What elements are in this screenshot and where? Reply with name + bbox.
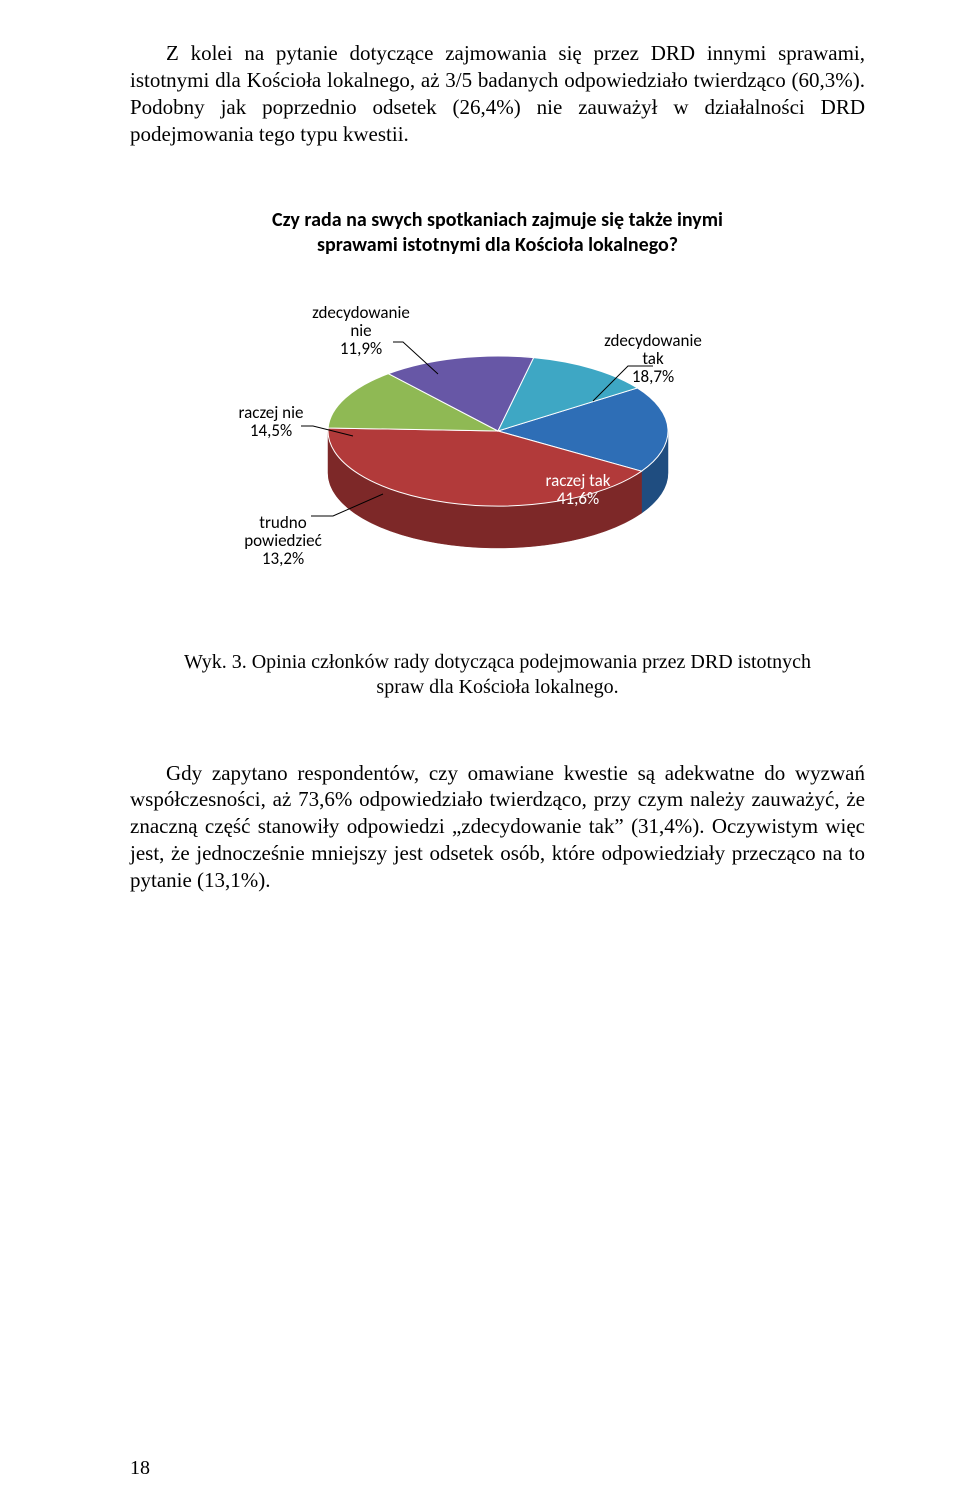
label-zdecydowanie_nie: zdecydowanienie11,9% — [312, 302, 410, 359]
page-number: 18 — [130, 1457, 150, 1480]
paragraph-1: Z kolei na pytanie dotyczące zajmowania … — [130, 40, 865, 148]
paragraph-1-text: Z kolei na pytanie dotyczące zajmowania … — [130, 41, 865, 146]
paragraph-2: Gdy zapytano respondentów, czy omawiane … — [130, 760, 865, 894]
pie-tops — [328, 356, 668, 506]
chart-title-line1: Czy rada na swych spotkaniach zajmuje si… — [272, 208, 723, 232]
chart-title: Czy rada na swych spotkaniach zajmuje si… — [193, 208, 803, 258]
figure-caption: Wyk. 3. Opinia członków rady dotycząca p… — [178, 650, 818, 700]
document-page: Z kolei na pytanie dotyczące zajmowania … — [0, 0, 960, 1506]
pie-chart-svg: zdecydowanietak18,7%raczej tak41,6%trudn… — [193, 266, 803, 606]
chart-title-line2: sprawami istotnymi dla Kościoła lokalneg… — [317, 233, 678, 257]
pie-chart-figure: Czy rada na swych spotkaniach zajmuje si… — [193, 208, 803, 606]
label-trudno_powiedziec: trudnopowiedzieć13,2% — [244, 512, 322, 569]
label-raczej_nie: raczej nie14,5% — [238, 402, 303, 441]
chart-svg-container: zdecydowanietak18,7%raczej tak41,6%trudn… — [193, 266, 803, 606]
paragraph-2-text: Gdy zapytano respondentów, czy omawiane … — [130, 761, 865, 893]
